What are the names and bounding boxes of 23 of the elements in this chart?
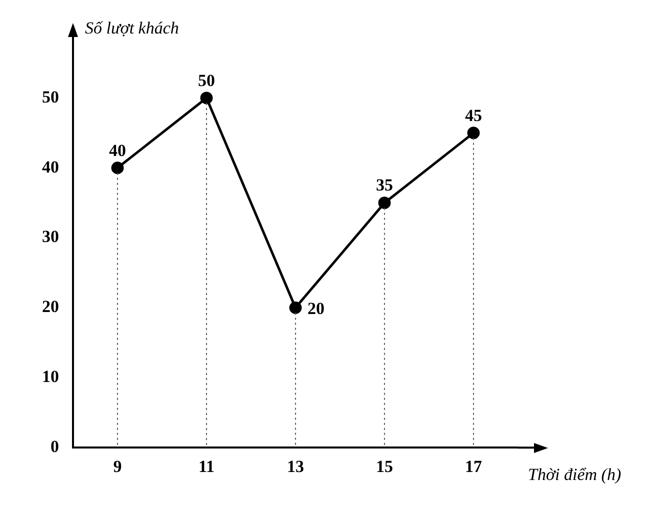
point: [289, 301, 302, 314]
data-label: 45: [465, 106, 482, 125]
y-tick-label: 50: [42, 87, 59, 106]
data-label: 50: [198, 70, 215, 90]
y-tick-label: 20: [42, 297, 59, 316]
point: [111, 162, 124, 174]
x-tick-label: 15: [376, 457, 393, 476]
x-tick-label: 17: [465, 457, 482, 476]
point: [378, 196, 391, 210]
data-label: 40: [109, 140, 126, 160]
y-axis-title: Số lượt khách: [85, 18, 179, 38]
point: [467, 126, 480, 140]
x-tick-label: 11: [198, 457, 215, 476]
data-label: 20: [308, 299, 324, 318]
x-tick-label: 13: [287, 457, 304, 476]
y-tick-label: 10: [42, 367, 59, 386]
y-tick-label: 30: [42, 227, 59, 246]
y-tick-label: 40: [42, 157, 59, 176]
point: [200, 92, 213, 104]
x-tick-label: 9: [113, 457, 122, 476]
y-tick-label: 0: [50, 436, 59, 456]
data-label: 35: [376, 176, 393, 195]
x-axis-title: Thời điểm (h): [528, 465, 622, 484]
